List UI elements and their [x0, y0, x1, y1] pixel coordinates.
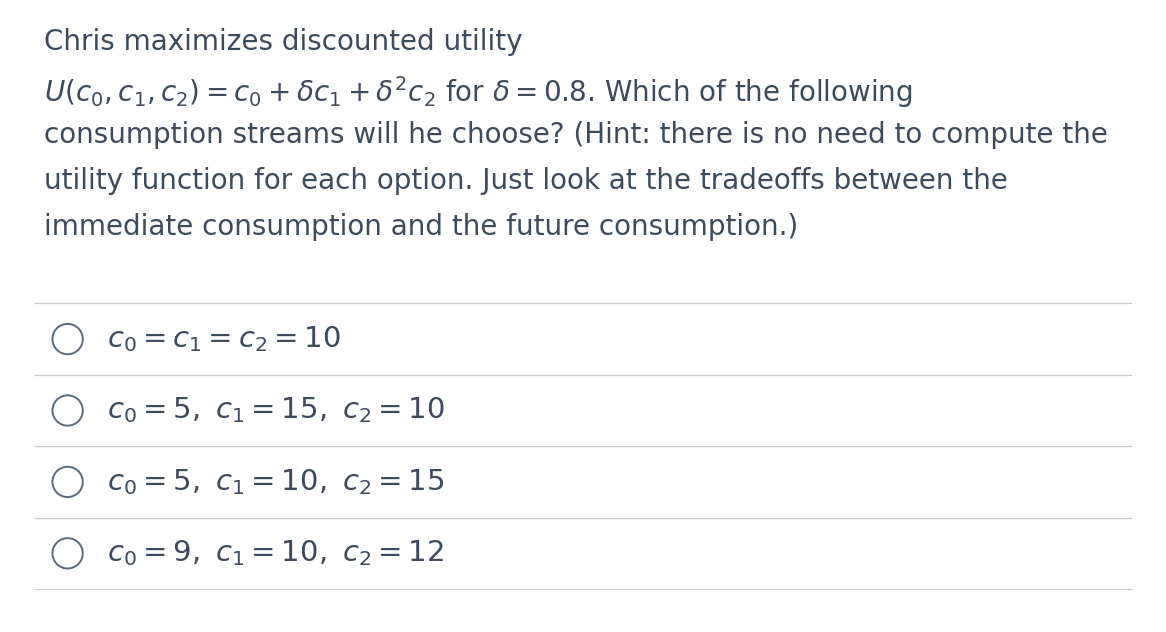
Text: $U(c_0, c_1, c_2) = c_0 + \delta c_1 + \delta^2 c_2$ for $\delta = 0.8$. Which o: $U(c_0, c_1, c_2) = c_0 + \delta c_1 + \… — [44, 75, 913, 111]
Text: immediate consumption and the future consumption.): immediate consumption and the future con… — [44, 213, 799, 241]
Text: $c_0 = 9,\ c_1 = 10,\ c_2 = 12$: $c_0 = 9,\ c_1 = 10,\ c_2 = 12$ — [107, 538, 444, 568]
Text: consumption streams will he choose? (Hint: there is no need to compute the: consumption streams will he choose? (Hin… — [44, 121, 1108, 149]
Text: Chris maximizes discounted utility: Chris maximizes discounted utility — [44, 28, 522, 56]
Text: $c_0 = 5,\ c_1 = 10,\ c_2 = 15$: $c_0 = 5,\ c_1 = 10,\ c_2 = 15$ — [107, 467, 444, 497]
Text: $c_0 = 5,\ c_1 = 15,\ c_2 = 10$: $c_0 = 5,\ c_1 = 15,\ c_2 = 10$ — [107, 396, 445, 425]
Text: $c_0 = c_1 = c_2 = 10$: $c_0 = c_1 = c_2 = 10$ — [107, 324, 340, 354]
Text: utility function for each option. Just look at the tradeoffs between the: utility function for each option. Just l… — [44, 167, 1009, 195]
